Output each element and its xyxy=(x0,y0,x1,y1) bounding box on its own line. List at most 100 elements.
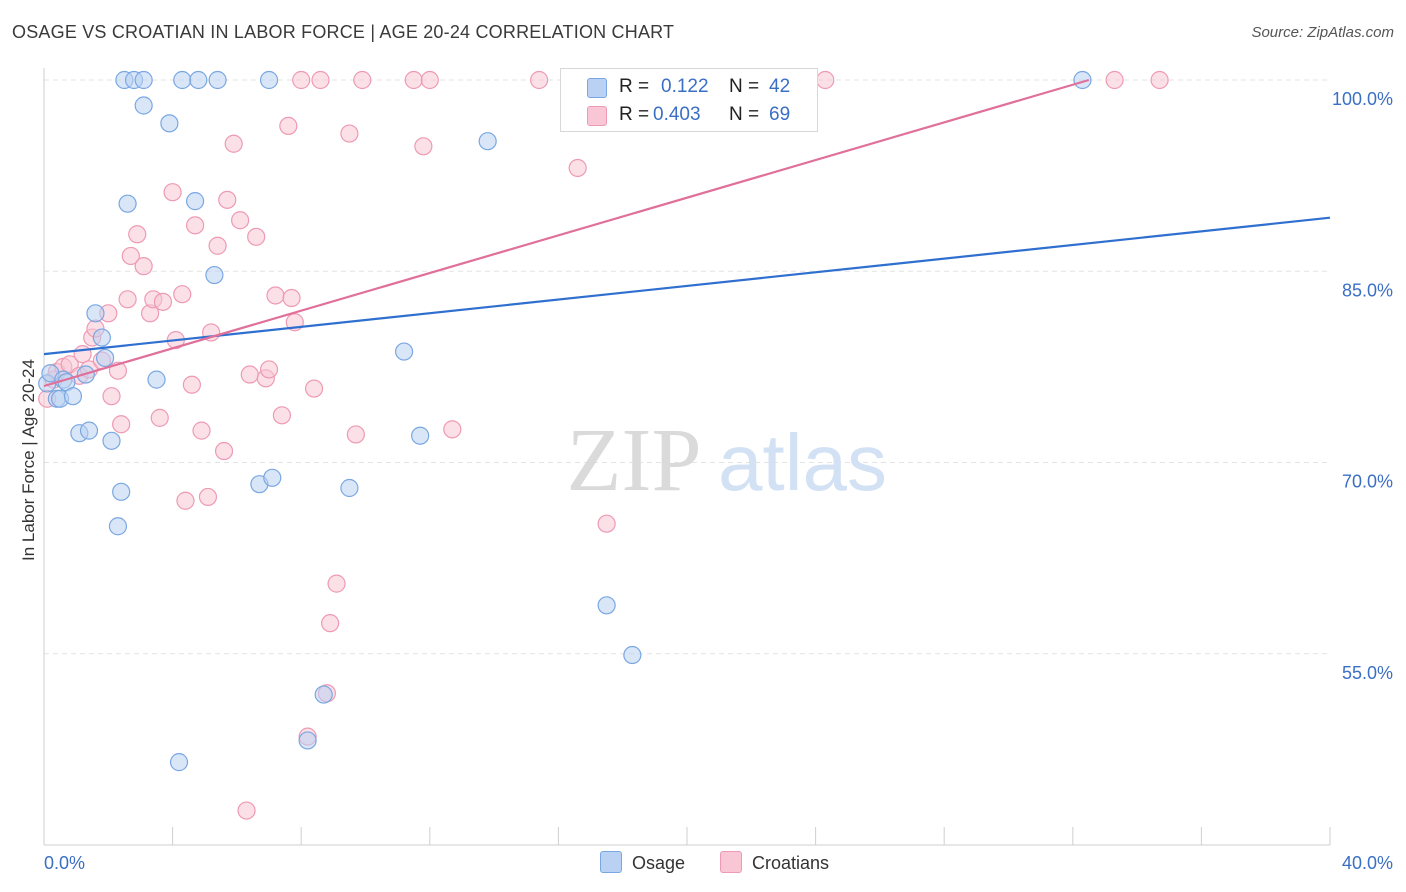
osage-point xyxy=(597,596,616,615)
n-label: N = xyxy=(729,104,760,125)
osage-point xyxy=(394,342,414,361)
osage-point xyxy=(147,370,166,389)
croatians-point xyxy=(240,365,259,384)
osage-point xyxy=(95,348,115,368)
croatians-trend-line xyxy=(43,78,1090,388)
croatians-point xyxy=(1105,70,1124,90)
osage-point xyxy=(208,70,227,90)
croatians-point xyxy=(340,124,359,143)
osage-point xyxy=(86,304,105,323)
bottom-legend-croatians: Croatians xyxy=(720,851,829,874)
r-label: R = xyxy=(619,104,650,125)
croatians-point xyxy=(150,408,169,427)
croatians-point xyxy=(597,514,616,533)
bottom-legend-osage: Osage xyxy=(600,851,685,874)
y-tick-label: 100.0% xyxy=(1332,89,1393,109)
osage-legend-label: Osage xyxy=(632,853,686,873)
croatians-r-value: 0.403 xyxy=(653,104,701,125)
croatians-point xyxy=(176,491,195,510)
r-label: R = xyxy=(619,76,650,97)
croatians-point xyxy=(272,406,292,425)
chart-title: OSAGE VS CROATIAN IN LABOR FORCE | AGE 2… xyxy=(12,22,675,42)
x-tick-label: 0.0% xyxy=(44,853,85,873)
croatians-point xyxy=(279,116,298,136)
osage-legend-swatch xyxy=(600,851,622,873)
osage-points xyxy=(38,70,1092,772)
osage-swatch xyxy=(587,78,607,98)
osage-trend-line xyxy=(43,216,1331,356)
osage-point xyxy=(186,192,205,211)
croatians-legend-swatch xyxy=(720,851,742,873)
osage-point xyxy=(189,70,208,90)
croatians-point xyxy=(321,614,340,633)
osage-n-value: 42 xyxy=(769,76,791,97)
croatians-point xyxy=(568,158,587,178)
stats-legend-row-osage: R = 0.122 N = 42 xyxy=(561,73,817,101)
y-axis-label: In Labor Force | Age 20-24 xyxy=(19,359,38,561)
osage-point xyxy=(63,387,83,406)
n-label: N = xyxy=(729,76,760,97)
croatians-point xyxy=(112,415,131,434)
y-tick-label: 85.0% xyxy=(1342,280,1393,300)
osage-point xyxy=(108,517,128,536)
osage-point xyxy=(411,426,430,445)
osage-point xyxy=(79,421,99,440)
osage-point xyxy=(112,482,131,501)
stats-legend-row-croatians: R = 0.403 N = 69 xyxy=(561,101,817,129)
croatians-point xyxy=(173,285,192,304)
osage-point xyxy=(314,685,333,704)
croatians-point xyxy=(231,211,250,230)
croatians-point xyxy=(816,70,835,90)
croatians-point xyxy=(237,801,256,820)
osage-point xyxy=(160,114,179,133)
croatians-point xyxy=(163,183,182,202)
croatians-point xyxy=(266,286,285,305)
osage-point xyxy=(118,194,137,213)
croatians-point xyxy=(353,70,372,90)
croatians-n-value: 69 xyxy=(769,104,791,125)
osage-point xyxy=(169,753,189,772)
croatians-point xyxy=(282,288,301,308)
croatians-point xyxy=(292,70,311,90)
croatians-point xyxy=(118,290,137,309)
croatians-point xyxy=(1150,70,1169,90)
croatians-point xyxy=(186,216,205,235)
croatians-swatch xyxy=(587,106,607,126)
croatians-point xyxy=(414,137,433,156)
osage-point xyxy=(340,478,359,498)
croatians-point xyxy=(530,70,549,90)
y-tick-label: 55.0% xyxy=(1342,663,1393,683)
croatians-point xyxy=(198,487,218,507)
croatians-point xyxy=(128,225,147,244)
croatians-point xyxy=(153,292,173,311)
croatians-point xyxy=(346,425,365,444)
croatians-point xyxy=(102,387,121,406)
croatians-point xyxy=(182,375,201,394)
croatians-point xyxy=(73,345,92,364)
croatians-point xyxy=(192,421,211,440)
croatians-point xyxy=(259,360,279,379)
osage-point xyxy=(263,468,282,487)
osage-point xyxy=(102,431,121,450)
y-tick-label: 70.0% xyxy=(1342,472,1393,492)
croatians-point xyxy=(443,420,462,439)
watermark-atlas: atlas xyxy=(718,418,887,507)
croatians-point xyxy=(311,70,330,90)
osage-point xyxy=(205,265,224,285)
osage-point xyxy=(259,70,279,90)
osage-point xyxy=(134,70,153,90)
croatians-point xyxy=(214,441,234,461)
croatians-point xyxy=(224,134,243,153)
croatians-point xyxy=(121,246,140,266)
croatians-point xyxy=(304,379,324,398)
croatians-point xyxy=(218,190,237,209)
stats-legend: R = 0.122 N = 42 R = 0.403 N = 69 xyxy=(560,68,818,132)
croatians-legend-label: Croatians xyxy=(752,853,830,873)
watermark-zip: ZIP xyxy=(567,411,702,510)
osage-point xyxy=(92,328,111,347)
source-credit: Source: ZipAtlas.com xyxy=(1251,24,1394,41)
x-tick-label: 40.0% xyxy=(1342,853,1393,873)
osage-point xyxy=(134,96,153,115)
croatians-point xyxy=(247,227,266,246)
